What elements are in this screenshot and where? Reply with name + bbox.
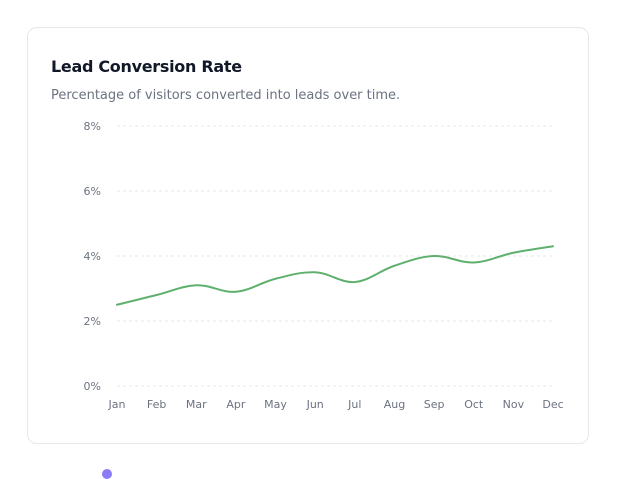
chart-card <box>27 27 589 444</box>
grid-lines <box>117 125 553 387</box>
chart-subtitle: Percentage of visitors converted into le… <box>51 88 401 103</box>
x-tick-label: May <box>264 398 287 411</box>
x-tick-label: Sep <box>424 398 445 411</box>
x-axis-ticks: Jan Feb Mar Apr May Jun Jul Aug Sep Oct Nov Dec <box>108 398 564 411</box>
series-lines <box>116 245 554 306</box>
x-tick-label: Nov <box>503 398 525 411</box>
chart-title: Lead Conversion Rate <box>51 57 242 76</box>
x-tick-label: Oct <box>464 398 484 411</box>
x-tick-label: Apr <box>226 398 246 411</box>
x-tick-label: Jun <box>306 398 324 411</box>
x-tick-label: Jul <box>347 398 361 411</box>
partial-indicator-dot <box>102 469 112 479</box>
y-axis-ticks: 0% 2% 4% 6% 8% <box>84 120 101 393</box>
x-tick-label: Jan <box>108 398 126 411</box>
y-tick-label: 4% <box>84 250 101 263</box>
y-tick-label: 8% <box>84 120 101 133</box>
x-tick-label: Mar <box>186 398 207 411</box>
y-tick-label: 2% <box>84 315 101 328</box>
x-tick-label: Feb <box>147 398 166 411</box>
y-tick-label: 6% <box>84 185 101 198</box>
x-tick-label: Dec <box>542 398 563 411</box>
series-line <box>116 245 554 306</box>
x-tick-label: Aug <box>384 398 405 411</box>
y-tick-label: 0% <box>84 380 101 393</box>
